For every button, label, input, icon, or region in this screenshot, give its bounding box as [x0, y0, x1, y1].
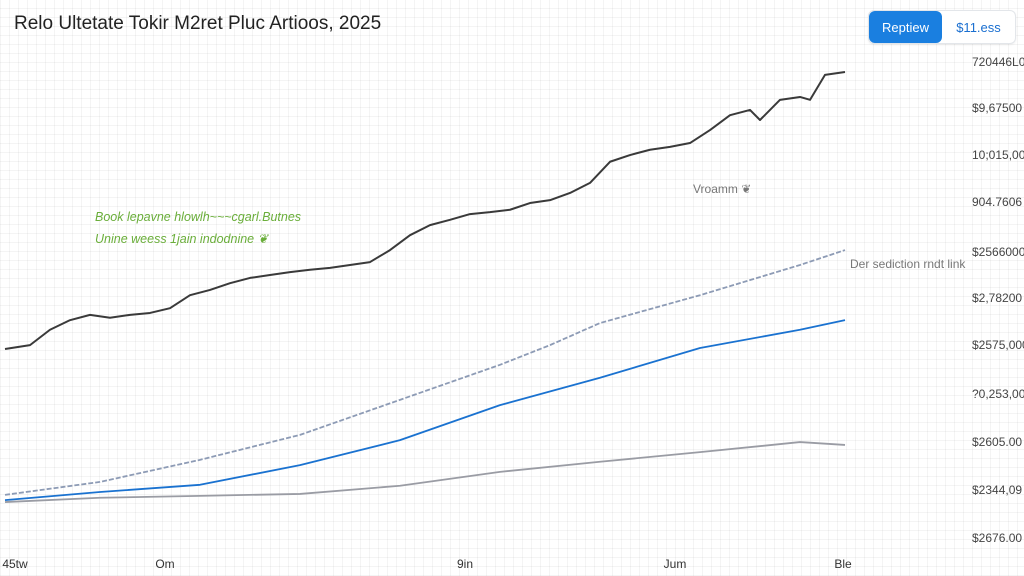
y-tick-label: $9,67500: [972, 101, 1022, 115]
y-tick-label: $2566000: [972, 245, 1024, 259]
toggle-active-button[interactable]: Reptiew: [869, 11, 942, 43]
x-tick-label: 9in: [457, 557, 473, 571]
y-tick-label: $2605.00: [972, 435, 1022, 449]
y-tick-label: $2676.00: [972, 531, 1022, 545]
y-tick-label: 720446L00: [972, 55, 1024, 69]
annotation-vroamm: Vroamm ❦: [693, 182, 751, 196]
y-tick-label: $2344,09: [972, 483, 1022, 497]
x-tick-label: 45tw: [2, 557, 28, 571]
chart-title: Relo Ultetate Tokir M2ret Pluc Artioos, …: [14, 13, 382, 34]
x-tick-label: Ble: [834, 557, 852, 571]
y-tick-label: $2575,000: [972, 338, 1024, 352]
series-line-blue: [4, 319, 846, 502]
y-tick-label: 904.7606: [972, 195, 1022, 209]
series-line-gray: [4, 441, 846, 503]
annotation-green-1: Book lepavne hlowlh~~~cgarl.Butnes: [95, 210, 301, 224]
toggle-inactive-button[interactable]: $11.ess: [956, 19, 1001, 35]
annotation-green-2: Unine weess 1jain indodnine ❦: [95, 232, 270, 246]
y-tick-label: $2,78200: [972, 291, 1022, 305]
series-line-black: [4, 71, 846, 350]
series-line-slate-dashed: [4, 249, 846, 496]
view-toggle: Reptiew $11.ess: [868, 10, 1016, 44]
x-tick-label: Jum: [664, 557, 687, 571]
x-tick-label: Om: [155, 557, 174, 571]
annotation-series-label: Der sediction rndt link: [850, 257, 966, 271]
y-tick-label: ?0,253,00: [972, 387, 1024, 401]
y-tick-label: 10;015,00: [972, 148, 1024, 162]
